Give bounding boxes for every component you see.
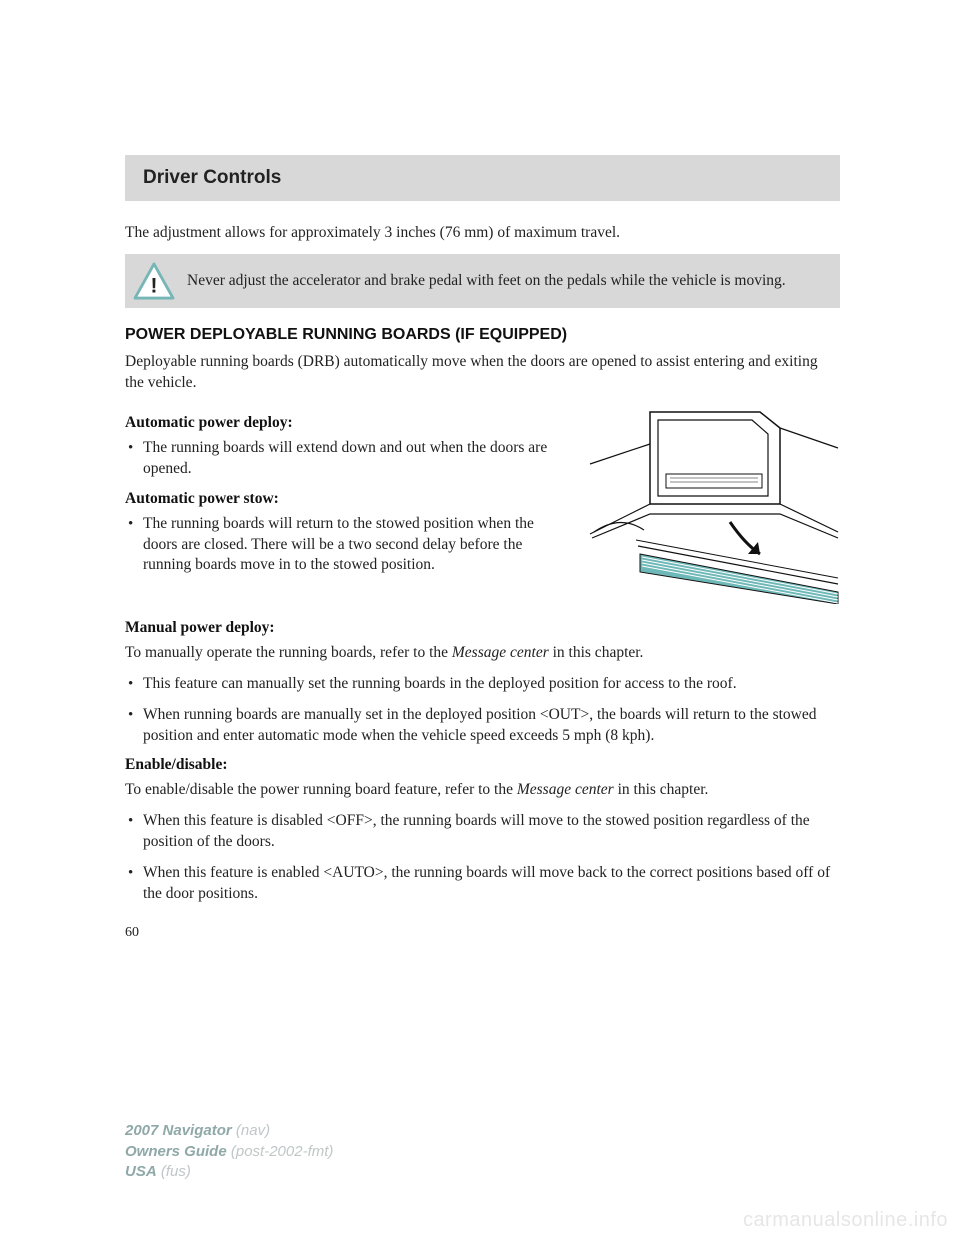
text: To enable/disable the power running boar…	[125, 781, 517, 798]
text: in this chapter.	[549, 644, 644, 661]
list-item: When this feature is enabled <AUTO>, the…	[125, 863, 840, 905]
page-number: 60	[125, 925, 840, 941]
section-heading: POWER DEPLOYABLE RUNNING BOARDS (IF EQUI…	[125, 326, 840, 344]
page-content: Driver Controls The adjustment allows fo…	[0, 0, 960, 941]
footer-gray: (fus)	[157, 1163, 191, 1180]
section-header-bar: Driver Controls	[125, 155, 840, 201]
manual-deploy-label: Manual power deploy:	[125, 619, 840, 637]
list-item: When this feature is disabled <OFF>, the…	[125, 811, 840, 853]
text-emphasis: Message center	[452, 644, 549, 661]
auto-stow-list: The running boards will return to the st…	[125, 514, 564, 577]
intro-text: The adjustment allows for approximately …	[125, 223, 840, 244]
footer-model: 2007 Navigator	[125, 1122, 232, 1139]
warning-callout: ! Never adjust the accelerator and brake…	[125, 254, 840, 308]
enable-disable-label: Enable/disable:	[125, 756, 840, 774]
footer-region: USA	[125, 1163, 157, 1180]
warning-triangle-icon: !	[133, 262, 175, 300]
manual-deploy-list: This feature can manually set the runnin…	[125, 674, 840, 747]
footer-gray: (nav)	[232, 1122, 270, 1139]
text-emphasis: Message center	[517, 781, 614, 798]
footer-gray: (post-2002-fmt)	[227, 1143, 334, 1160]
list-item: The running boards will extend down and …	[125, 438, 564, 480]
footer-line-3: USA (fus)	[125, 1162, 333, 1182]
section-intro: Deployable running boards (DRB) automati…	[125, 352, 840, 394]
two-column-block: Automatic power deploy: The running boar…	[125, 404, 840, 609]
section-header-title: Driver Controls	[143, 167, 281, 188]
enable-disable-list: When this feature is disabled <OFF>, the…	[125, 811, 840, 905]
text: To manually operate the running boards, …	[125, 644, 452, 661]
right-column	[580, 404, 840, 609]
auto-deploy-list: The running boards will extend down and …	[125, 438, 564, 480]
enable-disable-intro: To enable/disable the power running boar…	[125, 780, 840, 801]
warning-text: Never adjust the accelerator and brake p…	[187, 271, 786, 291]
svg-text:!: !	[151, 274, 158, 297]
left-column: Automatic power deploy: The running boar…	[125, 404, 564, 609]
auto-stow-label: Automatic power stow:	[125, 490, 564, 508]
auto-deploy-label: Automatic power deploy:	[125, 414, 564, 432]
footer-block: 2007 Navigator (nav) Owners Guide (post-…	[125, 1121, 333, 1182]
list-item: This feature can manually set the runnin…	[125, 674, 840, 695]
manual-deploy-intro: To manually operate the running boards, …	[125, 643, 840, 664]
footer-line-2: Owners Guide (post-2002-fmt)	[125, 1142, 333, 1162]
list-item: When running boards are manually set in …	[125, 705, 840, 747]
list-item: The running boards will return to the st…	[125, 514, 564, 577]
footer-line-1: 2007 Navigator (nav)	[125, 1121, 333, 1141]
watermark-text: carmanualsonline.info	[743, 1209, 948, 1232]
footer-guide: Owners Guide	[125, 1143, 227, 1160]
text: in this chapter.	[614, 781, 709, 798]
running-board-illustration	[580, 404, 840, 604]
